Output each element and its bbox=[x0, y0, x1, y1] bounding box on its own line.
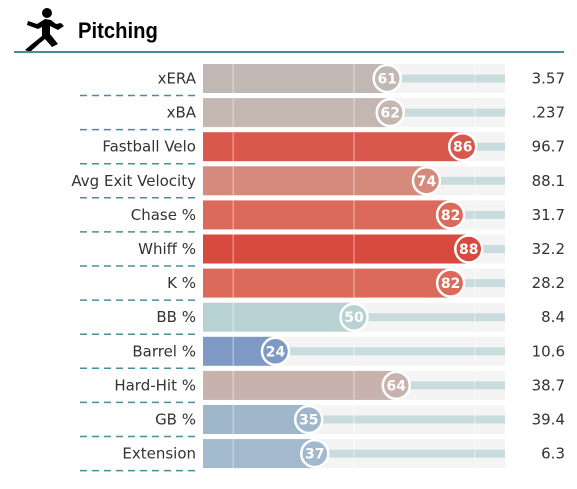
track-line-gb bbox=[308, 415, 505, 424]
metric-label-xba: xBA bbox=[167, 104, 197, 122]
stat-value-xera: 3.57 bbox=[532, 70, 565, 88]
metric-label-barrel: Barrel % bbox=[132, 342, 196, 360]
metric-label-whiff: Whiff % bbox=[138, 240, 196, 258]
percentile-value-k: 82 bbox=[441, 276, 460, 292]
metric-label-xera: xERA bbox=[158, 70, 197, 88]
track-line-hard-hit bbox=[396, 381, 505, 390]
track-line-k bbox=[450, 279, 505, 288]
stat-value-bb: 8.4 bbox=[541, 308, 565, 326]
percentile-value-gb: 35 bbox=[299, 413, 318, 429]
chart-title: Pitching bbox=[78, 18, 158, 43]
stat-value-fastball-velo: 96.7 bbox=[532, 138, 565, 156]
stat-value-avg-exit-velocity: 88.1 bbox=[532, 172, 565, 190]
percentile-marker-hard-hit bbox=[381, 370, 412, 401]
percentile-bar-bb bbox=[203, 302, 354, 332]
percentile-value-avg-exit-velocity: 74 bbox=[417, 174, 437, 190]
track-line-xera bbox=[387, 74, 505, 83]
stat-value-xba: .237 bbox=[532, 104, 565, 122]
percentile-marker-chase bbox=[435, 200, 466, 230]
track-line-xba bbox=[390, 108, 505, 117]
track-line-fastball-velo bbox=[462, 142, 505, 151]
percentile-bar-hard-hit bbox=[203, 370, 397, 400]
percentile-marker-gb bbox=[293, 404, 324, 435]
percentile-bar-xera bbox=[203, 64, 388, 93]
percentile-marker-k bbox=[435, 268, 466, 298]
percentile-value-whiff: 88 bbox=[459, 242, 478, 258]
pitcher-icon bbox=[25, 8, 64, 52]
percentile-bar-xba bbox=[203, 98, 391, 128]
percentile-marker-whiff bbox=[454, 234, 484, 264]
percentile-bar-avg-exit-velocity bbox=[203, 166, 427, 196]
percentile-marker-barrel bbox=[260, 336, 291, 367]
chart-header: Pitching bbox=[0, 0, 577, 56]
percentile-bar-k bbox=[203, 268, 451, 298]
metric-label-k: K % bbox=[167, 274, 196, 292]
track-line-chase bbox=[450, 210, 505, 219]
percentile-value-extension: 37 bbox=[305, 447, 324, 463]
metric-label-chase: Chase % bbox=[131, 206, 196, 224]
track-line-barrel bbox=[275, 347, 505, 356]
percentile-value-fastball-velo: 86 bbox=[453, 140, 472, 156]
percentile-bar-gb bbox=[203, 405, 309, 434]
percentile-value-bb: 50 bbox=[344, 310, 364, 326]
track-line-extension bbox=[314, 449, 505, 458]
percentile-value-barrel: 24 bbox=[266, 344, 286, 360]
metric-label-hard-hit: Hard-Hit % bbox=[114, 376, 196, 394]
percentile-value-hard-hit: 64 bbox=[387, 378, 407, 394]
stat-value-barrel: 10.6 bbox=[532, 342, 565, 360]
percentile-bar-extension bbox=[203, 439, 315, 469]
track-line-whiff bbox=[468, 245, 505, 253]
percentile-bar-chase bbox=[203, 200, 451, 230]
percentile-marker-avg-exit-velocity bbox=[411, 166, 442, 196]
track-line-avg-exit-velocity bbox=[426, 176, 505, 185]
percentile-value-chase: 82 bbox=[441, 208, 460, 224]
percentile-value-xba: 62 bbox=[380, 106, 399, 122]
title-rule bbox=[14, 51, 564, 53]
percentile-bar-whiff bbox=[203, 234, 469, 264]
stat-value-gb: 39.4 bbox=[532, 411, 565, 429]
percentile-marker-bb bbox=[339, 302, 369, 332]
metric-label-avg-exit-velocity: Avg Exit Velocity bbox=[71, 172, 196, 190]
percentile-chart: xERA 61 3.57 xBA 62 .237 Fastball Velo 86 96.7 Av… bbox=[71, 63, 565, 472]
stat-value-k: 28.2 bbox=[532, 274, 565, 292]
percentile-marker-xera bbox=[372, 63, 402, 94]
metric-label-fastball-velo: Fastball Velo bbox=[102, 138, 196, 156]
percentile-value-xera: 61 bbox=[377, 72, 396, 88]
stat-value-chase: 31.7 bbox=[532, 206, 565, 224]
metric-label-gb: GB % bbox=[155, 411, 196, 429]
percentile-marker-fastball-velo bbox=[447, 131, 478, 162]
percentile-bar-fastball-velo bbox=[203, 132, 463, 162]
percentile-marker-extension bbox=[299, 438, 330, 469]
stat-value-hard-hit: 38.7 bbox=[532, 376, 565, 394]
metric-label-bb: BB % bbox=[156, 308, 196, 326]
stat-value-extension: 6.3 bbox=[541, 445, 565, 463]
track-line-bb bbox=[354, 313, 505, 322]
percentile-marker-xba bbox=[375, 97, 405, 128]
metric-label-extension: Extension bbox=[122, 445, 196, 463]
stat-value-whiff: 32.2 bbox=[532, 240, 565, 258]
